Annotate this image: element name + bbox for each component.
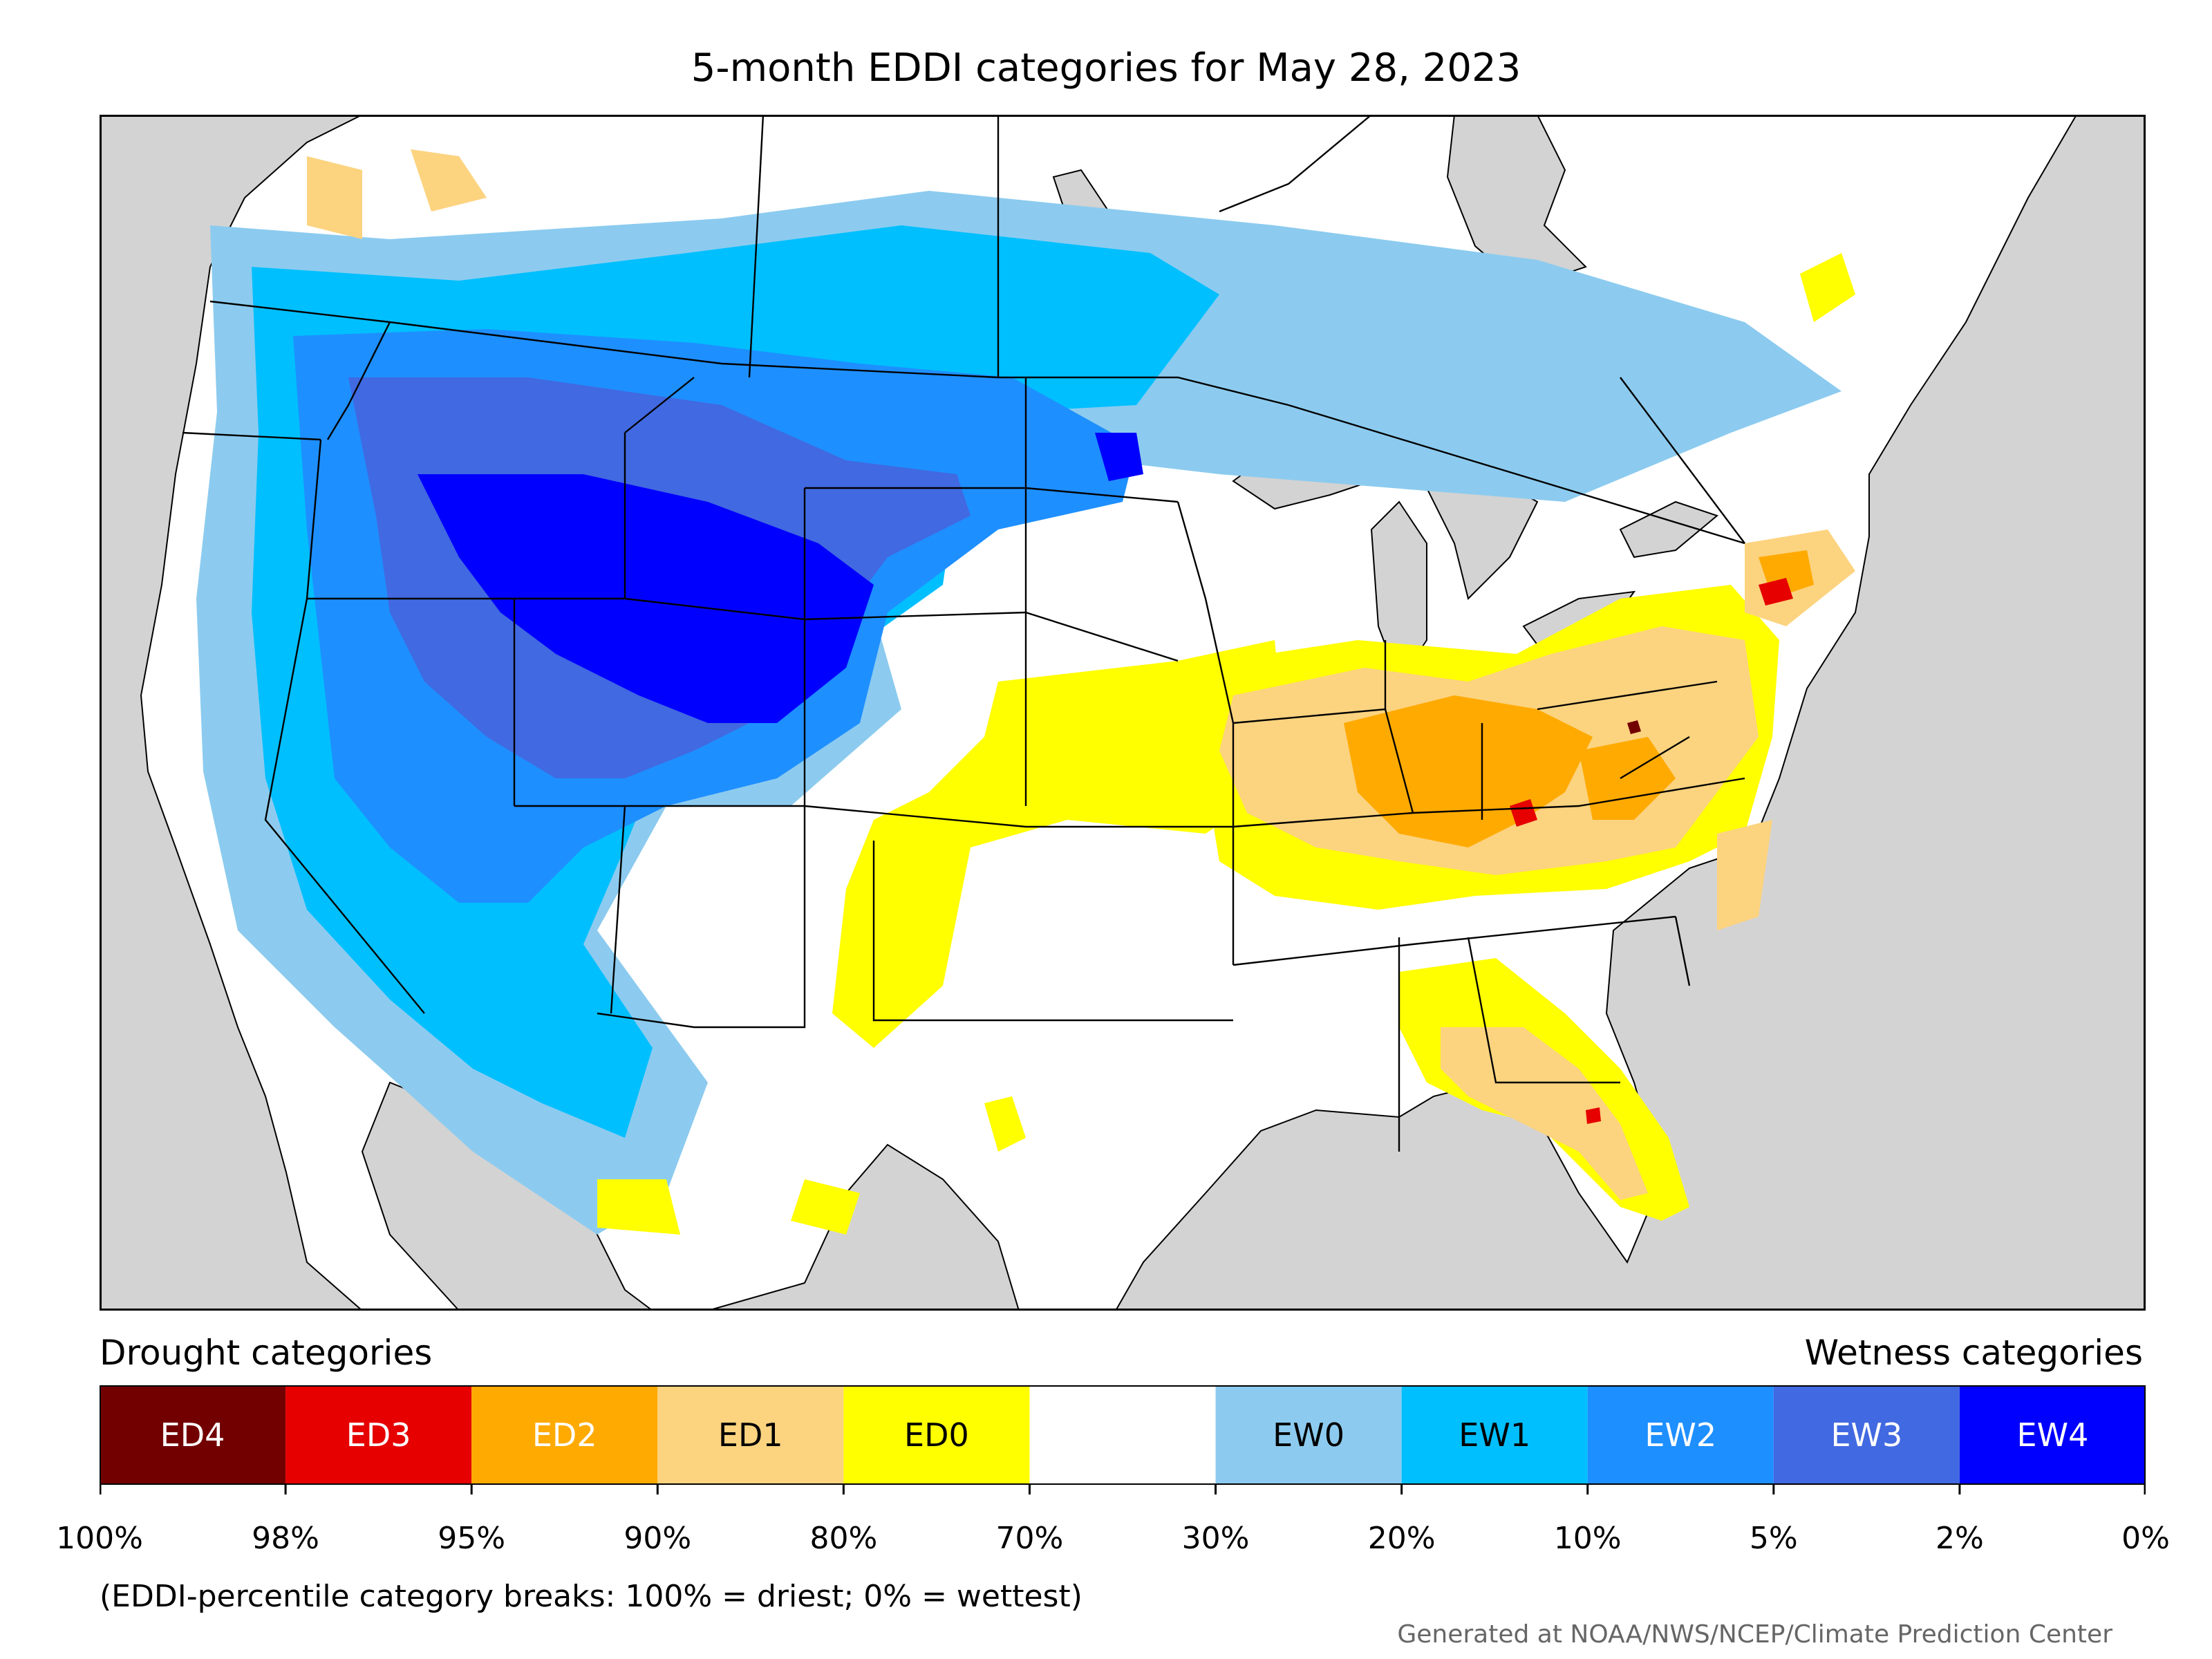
colorbar-label-ew4: EW4 — [2017, 1416, 2089, 1454]
state-borders — [182, 115, 1745, 1152]
colorbar-swatch-ew3 — [1773, 1385, 1960, 1485]
colorbar-tick-label: 95% — [438, 1521, 506, 1556]
colorbar-label-ed2: ED2 — [532, 1416, 597, 1454]
colorbar-tick-label: 20% — [1367, 1521, 1436, 1556]
wetness-categories-heading: Wetness categories — [1804, 1333, 2143, 1373]
colorbar-label-ed4: ED4 — [160, 1416, 225, 1454]
colorbar-tick-label: 0% — [2121, 1521, 2170, 1556]
colorbar-tick-label: 100% — [56, 1521, 143, 1556]
colorbar-label-ew1: EW1 — [1459, 1416, 1530, 1454]
colorbar-label-ed0: ED0 — [904, 1416, 969, 1454]
eddi-map — [100, 115, 2146, 1311]
colorbar-tick-label: 10% — [1553, 1521, 1622, 1556]
colorbar-swatch-ed1 — [657, 1385, 844, 1485]
colorbar-label-ew0: EW0 — [1273, 1416, 1344, 1454]
map-frame — [100, 115, 2146, 1311]
hudson-bay — [1446, 115, 1587, 289]
colorbar-tick-label: 2% — [1936, 1521, 1984, 1556]
colorbar-tick-label: 70% — [995, 1521, 1064, 1556]
colorbar-tick-label: 98% — [252, 1521, 319, 1556]
colorbar-label-ed1: ED1 — [718, 1416, 783, 1454]
colorbar-swatch-ew1 — [1401, 1385, 1588, 1485]
colorbar-tick-label: 5% — [1749, 1521, 1798, 1556]
colorbar-frame — [100, 1385, 2146, 1485]
colorbar-swatch-ed0 — [843, 1385, 1030, 1485]
map-title: 5-month EDDI categories for May 28, 2023 — [691, 46, 1521, 91]
colorbar-swatch-ed4 — [100, 1385, 286, 1485]
colorbar-swatch-ew4 — [1959, 1385, 2146, 1485]
colorbar-swatch-ed3 — [285, 1385, 472, 1485]
drought-categories-heading: Drought categories — [100, 1333, 433, 1373]
colorbar-tick-label: 80% — [809, 1521, 878, 1556]
colorbar-swatch-ew2 — [1587, 1385, 1774, 1485]
credit-line: Generated at NOAA/NWS/NCEP/Climate Predi… — [1397, 1620, 2112, 1649]
colorbar-tick-label: 30% — [1181, 1521, 1250, 1556]
colorbar-swatch-ew0 — [1215, 1385, 1402, 1485]
colorbar-label-ew3: EW3 — [1830, 1416, 1902, 1454]
colorbar-label-ew2: EW2 — [1644, 1416, 1716, 1454]
colorbar-tick-label: 90% — [624, 1521, 692, 1556]
colorbar-swatch-neutral — [1029, 1385, 1216, 1485]
category-patches — [196, 149, 1855, 1235]
footnote: (EDDI-percentile category breaks: 100% =… — [100, 1579, 1082, 1614]
colorbar-swatch-ed2 — [471, 1385, 658, 1485]
colorbar-label-ed3: ED3 — [346, 1416, 411, 1454]
category-colorbar: ED4 ED3 ED2 ED1 ED0 EW0 EW1 EW2 EW3 EW4 — [100, 1385, 2146, 1494]
